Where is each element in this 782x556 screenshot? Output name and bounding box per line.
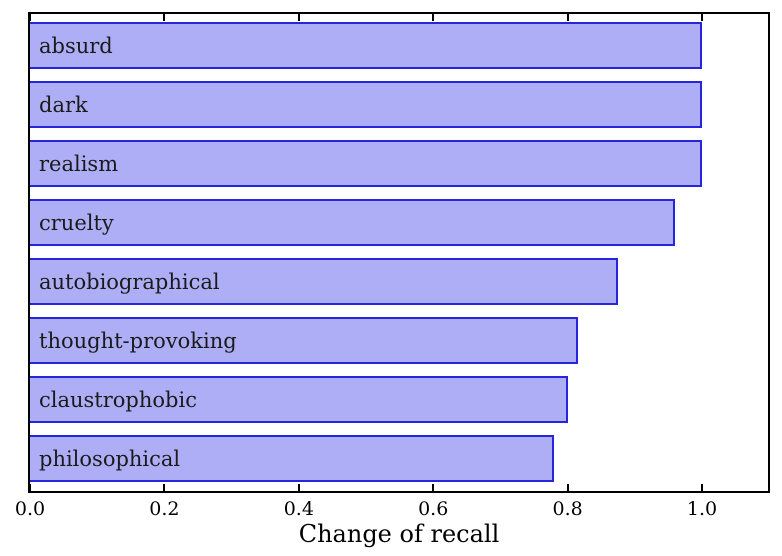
bar-label: cruelty — [39, 211, 114, 235]
x-tick-top — [701, 14, 703, 21]
x-tick-bottom — [30, 484, 31, 491]
x-tick-top — [567, 14, 569, 21]
bar-label: thought-provoking — [39, 329, 237, 353]
x-tick-bottom — [432, 484, 434, 491]
x-tick-bottom — [701, 484, 703, 491]
x-tick-label: 0.8 — [552, 498, 583, 520]
x-tick-top — [298, 14, 300, 21]
x-axis-label: Change of recall — [298, 520, 500, 548]
bar-autobiographical: autobiographical — [30, 258, 618, 305]
bar-thought-provoking: thought-provoking — [30, 317, 578, 364]
x-tick-label: 1.0 — [686, 498, 718, 520]
bar-label: realism — [39, 152, 119, 176]
x-tick-bottom — [298, 484, 300, 491]
bar-cruelty: cruelty — [30, 199, 675, 246]
bar-dark: dark — [30, 81, 702, 128]
x-tick-top — [163, 14, 165, 21]
bar-label: dark — [39, 93, 88, 117]
x-tick-bottom — [163, 484, 165, 491]
plot-area: absurd dark realism cruelty autobiographical… — [28, 12, 770, 493]
x-tick-label: 0.0 — [14, 498, 46, 520]
x-tick-bottom — [567, 484, 569, 491]
bar-label: absurd — [39, 34, 113, 58]
bar-absurd: absurd — [30, 22, 702, 69]
x-tick-label: 0.2 — [149, 498, 180, 520]
bar-label: philosophical — [39, 447, 181, 471]
bar-realism: realism — [30, 140, 702, 187]
x-tick-top — [432, 14, 434, 21]
bar-label: autobiographical — [39, 270, 220, 294]
x-tick-label: 0.4 — [283, 498, 314, 520]
bar-label: claustrophobic — [39, 388, 197, 412]
x-tick-label: 0.6 — [418, 498, 449, 520]
x-tick-top — [30, 14, 31, 21]
bar-claustrophobic: claustrophobic — [30, 376, 568, 423]
bar-philosophical: philosophical — [30, 435, 554, 482]
